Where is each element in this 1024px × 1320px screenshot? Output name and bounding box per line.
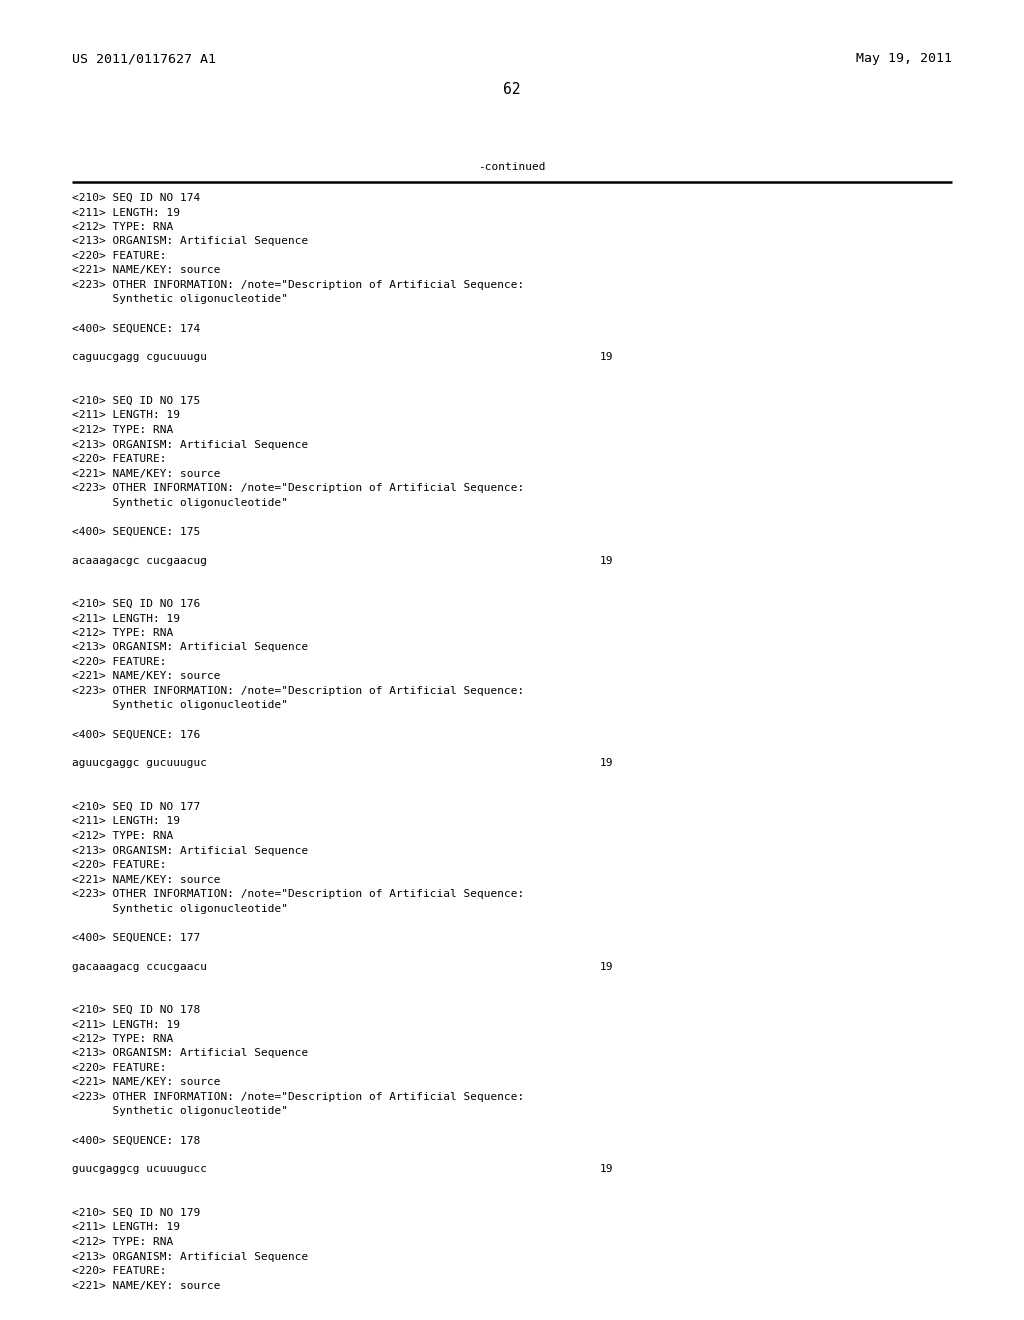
Text: 19: 19 [600,1164,613,1175]
Text: aguucgaggc gucuuuguc: aguucgaggc gucuuuguc [72,759,207,768]
Text: <210> SEQ ID NO 179: <210> SEQ ID NO 179 [72,1208,201,1218]
Text: Synthetic oligonucleotide": Synthetic oligonucleotide" [72,701,288,710]
Text: 19: 19 [600,961,613,972]
Text: <220> FEATURE:: <220> FEATURE: [72,657,167,667]
Text: <223> OTHER INFORMATION: /note="Description of Artificial Sequence:: <223> OTHER INFORMATION: /note="Descript… [72,1092,524,1102]
Text: <220> FEATURE:: <220> FEATURE: [72,1266,167,1276]
Text: US 2011/0117627 A1: US 2011/0117627 A1 [72,51,216,65]
Text: <221> NAME/KEY: source: <221> NAME/KEY: source [72,469,220,479]
Text: <211> LENGTH: 19: <211> LENGTH: 19 [72,817,180,826]
Text: <400> SEQUENCE: 175: <400> SEQUENCE: 175 [72,527,201,536]
Text: <212> TYPE: RNA: <212> TYPE: RNA [72,832,173,841]
Text: gacaaagacg ccucgaacu: gacaaagacg ccucgaacu [72,961,207,972]
Text: <212> TYPE: RNA: <212> TYPE: RNA [72,1237,173,1247]
Text: <223> OTHER INFORMATION: /note="Description of Artificial Sequence:: <223> OTHER INFORMATION: /note="Descript… [72,686,524,696]
Text: <211> LENGTH: 19: <211> LENGTH: 19 [72,207,180,218]
Text: <400> SEQUENCE: 176: <400> SEQUENCE: 176 [72,730,201,739]
Text: <211> LENGTH: 19: <211> LENGTH: 19 [72,411,180,421]
Text: Synthetic oligonucleotide": Synthetic oligonucleotide" [72,1106,288,1117]
Text: <221> NAME/KEY: source: <221> NAME/KEY: source [72,672,220,681]
Text: Synthetic oligonucleotide": Synthetic oligonucleotide" [72,294,288,305]
Text: <210> SEQ ID NO 174: <210> SEQ ID NO 174 [72,193,201,203]
Text: <213> ORGANISM: Artificial Sequence: <213> ORGANISM: Artificial Sequence [72,440,308,450]
Text: <213> ORGANISM: Artificial Sequence: <213> ORGANISM: Artificial Sequence [72,236,308,247]
Text: <211> LENGTH: 19: <211> LENGTH: 19 [72,614,180,623]
Text: May 19, 2011: May 19, 2011 [856,51,952,65]
Text: <211> LENGTH: 19: <211> LENGTH: 19 [72,1222,180,1233]
Text: <210> SEQ ID NO 177: <210> SEQ ID NO 177 [72,803,201,812]
Text: <220> FEATURE:: <220> FEATURE: [72,454,167,465]
Text: Synthetic oligonucleotide": Synthetic oligonucleotide" [72,498,288,507]
Text: Synthetic oligonucleotide": Synthetic oligonucleotide" [72,903,288,913]
Text: 62: 62 [503,82,521,96]
Text: <210> SEQ ID NO 175: <210> SEQ ID NO 175 [72,396,201,407]
Text: <213> ORGANISM: Artificial Sequence: <213> ORGANISM: Artificial Sequence [72,643,308,652]
Text: 19: 19 [600,759,613,768]
Text: 19: 19 [600,352,613,363]
Text: <400> SEQUENCE: 174: <400> SEQUENCE: 174 [72,323,201,334]
Text: <400> SEQUENCE: 178: <400> SEQUENCE: 178 [72,1135,201,1146]
Text: <221> NAME/KEY: source: <221> NAME/KEY: source [72,1077,220,1088]
Text: acaaagacgc cucgaacug: acaaagacgc cucgaacug [72,556,207,565]
Text: <213> ORGANISM: Artificial Sequence: <213> ORGANISM: Artificial Sequence [72,1048,308,1059]
Text: <221> NAME/KEY: source: <221> NAME/KEY: source [72,874,220,884]
Text: <223> OTHER INFORMATION: /note="Description of Artificial Sequence:: <223> OTHER INFORMATION: /note="Descript… [72,888,524,899]
Text: <400> SEQUENCE: 177: <400> SEQUENCE: 177 [72,932,201,942]
Text: <212> TYPE: RNA: <212> TYPE: RNA [72,628,173,638]
Text: <220> FEATURE:: <220> FEATURE: [72,1063,167,1073]
Text: <213> ORGANISM: Artificial Sequence: <213> ORGANISM: Artificial Sequence [72,846,308,855]
Text: <220> FEATURE:: <220> FEATURE: [72,251,167,261]
Text: -continued: -continued [478,162,546,172]
Text: guucgaggcg ucuuugucc: guucgaggcg ucuuugucc [72,1164,207,1175]
Text: caguucgagg cgucuuugu: caguucgagg cgucuuugu [72,352,207,363]
Text: <210> SEQ ID NO 176: <210> SEQ ID NO 176 [72,599,201,609]
Text: <220> FEATURE:: <220> FEATURE: [72,861,167,870]
Text: <212> TYPE: RNA: <212> TYPE: RNA [72,1034,173,1044]
Text: <212> TYPE: RNA: <212> TYPE: RNA [72,222,173,232]
Text: 19: 19 [600,556,613,565]
Text: <211> LENGTH: 19: <211> LENGTH: 19 [72,1019,180,1030]
Text: <221> NAME/KEY: source: <221> NAME/KEY: source [72,1280,220,1291]
Text: <210> SEQ ID NO 178: <210> SEQ ID NO 178 [72,1005,201,1015]
Text: <223> OTHER INFORMATION: /note="Description of Artificial Sequence:: <223> OTHER INFORMATION: /note="Descript… [72,483,524,492]
Text: <223> OTHER INFORMATION: /note="Description of Artificial Sequence:: <223> OTHER INFORMATION: /note="Descript… [72,280,524,290]
Text: <212> TYPE: RNA: <212> TYPE: RNA [72,425,173,436]
Text: <213> ORGANISM: Artificial Sequence: <213> ORGANISM: Artificial Sequence [72,1251,308,1262]
Text: <221> NAME/KEY: source: <221> NAME/KEY: source [72,265,220,276]
